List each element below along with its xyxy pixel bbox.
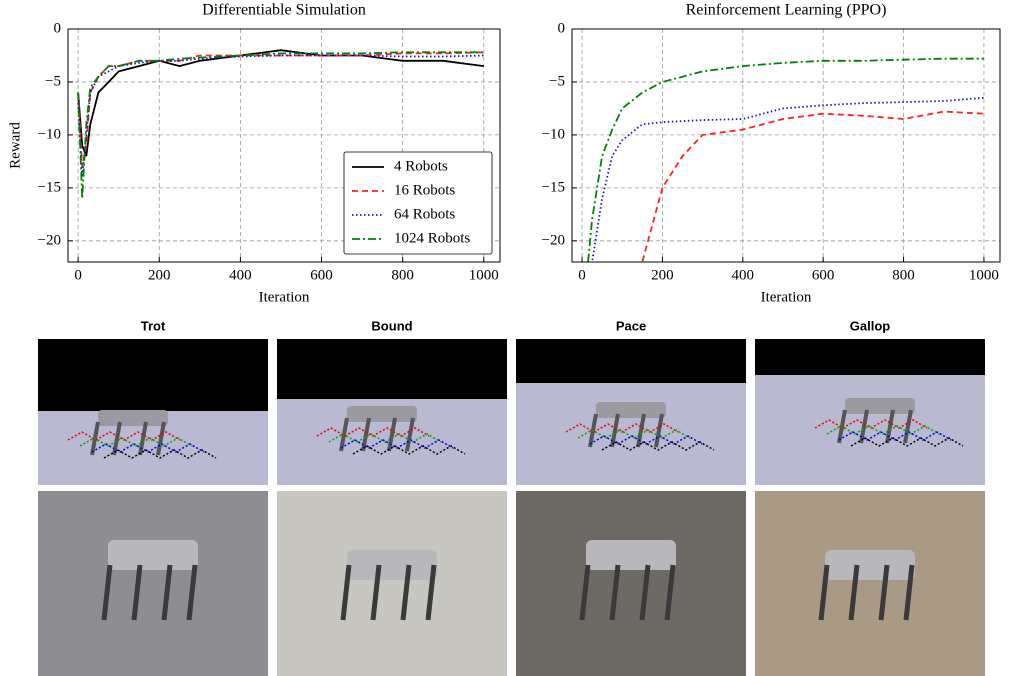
legend-label: 1024 Robots: [394, 230, 470, 246]
sky: [755, 339, 985, 375]
x-tick-label: 600: [310, 267, 333, 283]
photo-bg: [516, 491, 746, 676]
floor: [755, 375, 985, 485]
sim-image: [277, 339, 507, 485]
photo-bg: [755, 491, 985, 676]
robot-body: [98, 410, 168, 426]
photo-bg: [38, 491, 268, 676]
photo: [38, 491, 268, 676]
sim-image: [516, 339, 746, 485]
robot-body: [347, 406, 417, 422]
figure: Differentiable Simulation 0 −5 −10 −15 −20 0 20…: [0, 0, 1016, 676]
x-tick-label: 1000: [969, 267, 999, 283]
panel-title: Pace: [616, 318, 646, 333]
x-tick-label: 0: [74, 267, 82, 283]
y-tick-label: 0: [54, 20, 62, 36]
robot-body: [845, 398, 915, 414]
legend-label: 64 Robots: [394, 206, 455, 222]
y-tick-label: −15: [542, 179, 565, 195]
x-axis-label: Iteration: [761, 289, 812, 305]
chart-title: Differentiable Simulation: [202, 2, 366, 19]
photo: [755, 491, 985, 676]
sky: [516, 339, 746, 383]
chart-title: Reinforcement Learning (PPO): [686, 2, 887, 19]
x-tick-label: 400: [732, 267, 755, 283]
photo: [516, 491, 746, 676]
legend-label: 16 Robots: [394, 182, 455, 198]
robot-body: [825, 550, 915, 580]
panel-title: Bound: [371, 318, 412, 333]
robot-body: [586, 540, 676, 570]
robot-body: [596, 402, 666, 418]
x-tick-label: 0: [578, 267, 586, 283]
sim-image: [755, 339, 985, 485]
robot-body: [347, 550, 437, 580]
robot-body: [108, 540, 198, 570]
floor: [516, 383, 746, 485]
y-tick-label: −5: [45, 73, 61, 89]
legend-label: 4 Robots: [394, 158, 448, 174]
x-tick-label: 800: [892, 267, 915, 283]
photo-bg: [277, 491, 507, 676]
x-tick-label: 200: [148, 267, 171, 283]
y-tick-label: −5: [549, 73, 565, 89]
sky: [277, 339, 507, 399]
page: Differentiable Simulation 0 −5 −10 −15 −20 0 20…: [0, 0, 1016, 676]
x-tick-label: 400: [229, 267, 252, 283]
y-tick-label: −10: [542, 126, 565, 142]
y-tick-label: −10: [38, 126, 61, 142]
sim-image: [38, 339, 268, 485]
chart: Differentiable Simulation 0 −5 −10 −15 −20 0 20…: [7, 2, 500, 306]
y-tick-label: −20: [38, 232, 61, 248]
y-axis-label: Reward: [7, 122, 23, 169]
series-line: [78, 50, 484, 156]
plot-frame: [572, 29, 1000, 262]
x-tick-label: 600: [812, 267, 835, 283]
panel-title: Trot: [141, 318, 166, 333]
sky: [38, 339, 268, 411]
panel-title: Gallop: [850, 318, 891, 333]
photo: [277, 491, 507, 676]
x-tick-label: 1000: [469, 267, 499, 283]
x-axis-label: Iteration: [259, 289, 310, 305]
y-tick-label: −20: [542, 232, 565, 248]
y-tick-label: −15: [38, 179, 61, 195]
series-line: [582, 59, 984, 326]
series-line: [78, 52, 484, 166]
y-tick-label: 0: [558, 20, 566, 36]
x-tick-label: 200: [651, 267, 674, 283]
x-tick-label: 800: [391, 267, 414, 283]
